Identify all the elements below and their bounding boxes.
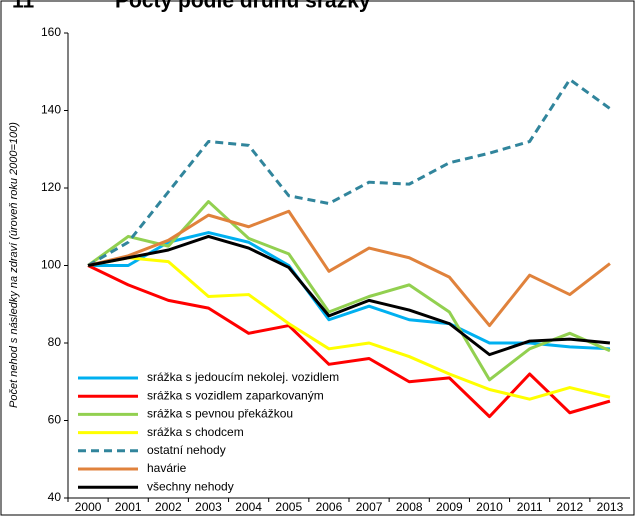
legend-label: srážka s pevnou překážkou [147,407,293,421]
x-tick-label: 2005 [275,500,302,514]
x-tick-label: 2012 [556,500,583,514]
x-tick-label: 2013 [597,500,624,514]
x-tick-label: 2009 [436,500,463,514]
chart-title: Počty podle druhu srážky [115,0,371,13]
x-tick-label: 2011 [517,500,543,514]
x-tick-label: 2000 [75,500,102,514]
x-tick-label: 2010 [476,500,503,514]
y-tick-label: 140 [41,103,61,117]
series-line [87,200,611,382]
legend-label: ostatní nehody [147,443,226,457]
legend-label: srážka s jedoucím nekolej. vozidlem [147,370,339,384]
series-line [87,78,611,267]
series-line [87,209,611,328]
y-tick-label: 160 [41,25,61,39]
y-tick-label: 60 [48,413,62,427]
y-tick-label: 80 [48,335,62,349]
legend-label: srážka s chodcem [147,425,244,439]
x-tick-label: 2003 [195,500,222,514]
x-tick-label: 2001 [115,500,142,514]
x-tick-label: 2008 [396,500,423,514]
y-tick-label: 40 [48,490,62,504]
legend-label: havárie [147,461,187,475]
series-line [87,234,611,357]
figure-number: 11 [12,0,35,13]
x-tick-label: 2004 [235,500,262,514]
y-tick-label: 100 [41,258,61,272]
y-tick-label: 120 [41,180,61,194]
series-line [87,256,611,401]
legend-label: srážka s vozidlem zaparkovaným [147,388,324,402]
x-tick-label: 2007 [356,500,383,514]
legend-label: všechny nehody [147,479,234,493]
series-line [87,264,611,419]
x-tick-label: 2006 [316,500,343,514]
y-axis-title: Počet nehod s následky na zdraví (úroveň… [8,122,20,408]
x-tick-label: 2002 [155,500,182,514]
